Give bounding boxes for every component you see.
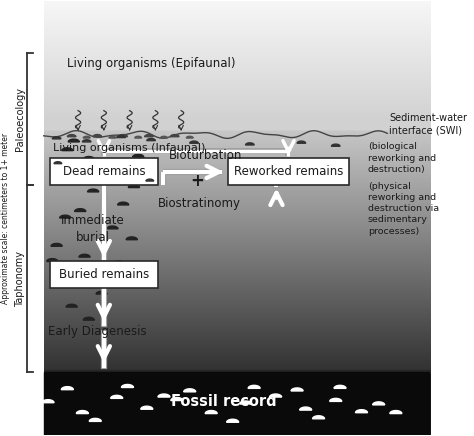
Polygon shape — [171, 135, 179, 137]
Polygon shape — [119, 135, 128, 137]
Polygon shape — [270, 394, 282, 397]
Polygon shape — [82, 140, 91, 142]
Polygon shape — [61, 387, 73, 390]
Polygon shape — [93, 135, 102, 137]
Polygon shape — [248, 385, 260, 388]
Polygon shape — [390, 411, 402, 414]
Polygon shape — [107, 226, 118, 229]
Polygon shape — [184, 389, 196, 392]
Polygon shape — [83, 317, 94, 320]
Polygon shape — [331, 144, 340, 146]
Polygon shape — [60, 215, 71, 218]
Polygon shape — [79, 254, 90, 257]
Polygon shape — [118, 272, 129, 275]
Polygon shape — [102, 167, 114, 170]
Polygon shape — [158, 394, 170, 397]
Polygon shape — [57, 280, 69, 283]
Polygon shape — [68, 139, 79, 142]
Polygon shape — [111, 395, 123, 399]
Polygon shape — [239, 401, 252, 404]
Polygon shape — [118, 202, 129, 205]
Polygon shape — [133, 154, 144, 157]
Polygon shape — [52, 137, 61, 139]
Polygon shape — [88, 189, 99, 192]
Polygon shape — [227, 419, 239, 422]
Polygon shape — [300, 407, 312, 410]
Polygon shape — [161, 136, 167, 138]
Polygon shape — [205, 411, 217, 414]
Text: Approximate scale: centimeters to 1+ meter: Approximate scale: centimeters to 1+ met… — [1, 133, 10, 303]
Polygon shape — [83, 136, 90, 138]
Text: (biological
reworking and
destruction): (biological reworking and destruction) — [368, 143, 436, 174]
Polygon shape — [42, 400, 54, 403]
Text: Sediment-water
interface (SWI): Sediment-water interface (SWI) — [390, 113, 467, 136]
Text: (physical
reworking and
destruction via
sedimentary
processes): (physical reworking and destruction via … — [368, 182, 439, 235]
Text: Early Diagenesis: Early Diagenesis — [48, 325, 147, 338]
Polygon shape — [113, 261, 125, 264]
Text: Reworked remains: Reworked remains — [234, 165, 343, 178]
Polygon shape — [334, 385, 346, 388]
Polygon shape — [330, 399, 342, 402]
Text: Fossil record: Fossil record — [171, 394, 277, 409]
Polygon shape — [66, 304, 77, 307]
FancyBboxPatch shape — [50, 158, 157, 185]
Polygon shape — [146, 179, 154, 181]
Polygon shape — [291, 388, 303, 391]
Polygon shape — [62, 148, 73, 150]
Polygon shape — [117, 136, 125, 138]
FancyBboxPatch shape — [228, 158, 348, 185]
Polygon shape — [89, 419, 101, 422]
Polygon shape — [373, 402, 385, 405]
Polygon shape — [190, 141, 198, 143]
Bar — [44, 372, 430, 435]
Polygon shape — [312, 416, 325, 419]
Text: +: + — [190, 173, 204, 191]
Text: Buried remains: Buried remains — [59, 268, 149, 280]
Polygon shape — [356, 410, 367, 413]
Polygon shape — [74, 209, 86, 211]
Polygon shape — [67, 135, 76, 137]
Polygon shape — [126, 237, 137, 240]
Text: Bioturbation: Bioturbation — [169, 149, 243, 162]
Polygon shape — [246, 143, 254, 145]
Text: Taphonomy: Taphonomy — [15, 251, 25, 307]
Polygon shape — [96, 291, 107, 294]
Text: Immediate
burial: Immediate burial — [61, 214, 125, 244]
Polygon shape — [76, 411, 88, 414]
Polygon shape — [83, 157, 94, 159]
Text: Living organisms (Epifaunal): Living organisms (Epifaunal) — [67, 57, 235, 70]
Polygon shape — [297, 141, 306, 143]
Polygon shape — [145, 135, 153, 137]
Polygon shape — [141, 406, 153, 409]
Polygon shape — [147, 139, 155, 141]
Polygon shape — [51, 243, 62, 246]
Polygon shape — [53, 178, 64, 181]
Polygon shape — [47, 259, 58, 262]
Polygon shape — [186, 136, 193, 138]
Text: Biostratinomy: Biostratinomy — [158, 197, 241, 210]
Text: Paleoecology: Paleoecology — [15, 87, 25, 151]
Text: Dead remains: Dead remains — [63, 165, 145, 178]
Text: Living organisms (Infaunal): Living organisms (Infaunal) — [54, 143, 206, 153]
Polygon shape — [135, 136, 142, 138]
Polygon shape — [121, 385, 134, 388]
Polygon shape — [171, 398, 183, 401]
Polygon shape — [54, 162, 62, 164]
Polygon shape — [137, 172, 148, 174]
FancyBboxPatch shape — [50, 261, 157, 287]
Polygon shape — [109, 136, 116, 138]
Polygon shape — [128, 185, 139, 187]
